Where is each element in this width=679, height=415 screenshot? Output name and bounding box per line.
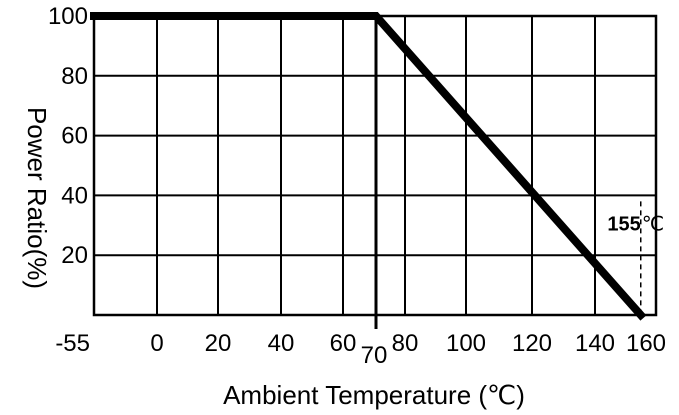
annotation-markers	[374, 16, 642, 329]
annotation-labels: 70 155 ℃	[361, 211, 665, 369]
y-tick-label: 40	[61, 182, 88, 209]
x-tick-label: 60	[330, 330, 357, 357]
annotation-label: 70	[361, 342, 388, 369]
y-tick-label: 20	[61, 242, 88, 269]
x-tick-label: 160	[626, 330, 666, 357]
annotation-unit: ℃	[642, 211, 664, 235]
x-tick-label: 80	[392, 330, 419, 357]
series-line-0	[90, 12, 647, 321]
x-tick-label: 0	[150, 330, 163, 357]
y-tick-label: 80	[61, 63, 88, 90]
plot-frame	[92, 14, 658, 317]
plot-border	[92, 14, 658, 317]
annotation-label: 155	[607, 213, 640, 235]
x-tick-label: 20	[205, 330, 232, 357]
x-tick-label: 100	[446, 330, 486, 357]
x-tick-label: -55	[55, 330, 90, 357]
x-axis-title: Ambient Temperature (℃)	[223, 380, 525, 410]
x-tick-label: 40	[268, 330, 295, 357]
x-tick-label: 140	[575, 330, 615, 357]
series-layer	[90, 12, 647, 321]
x-tick-label: 120	[512, 330, 552, 357]
x-tick-labels: -55 0 20 40 60 80 100 120 140 160	[55, 330, 666, 357]
y-tick-labels: 20 40 60 80 100	[48, 3, 88, 269]
y-tick-label: 100	[48, 3, 88, 30]
y-tick-label: 60	[61, 123, 88, 150]
y-axis-title: Power Ratio(%)	[22, 107, 52, 289]
